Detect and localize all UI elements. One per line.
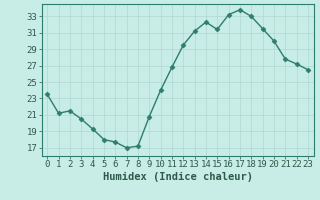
X-axis label: Humidex (Indice chaleur): Humidex (Indice chaleur) — [103, 172, 252, 182]
